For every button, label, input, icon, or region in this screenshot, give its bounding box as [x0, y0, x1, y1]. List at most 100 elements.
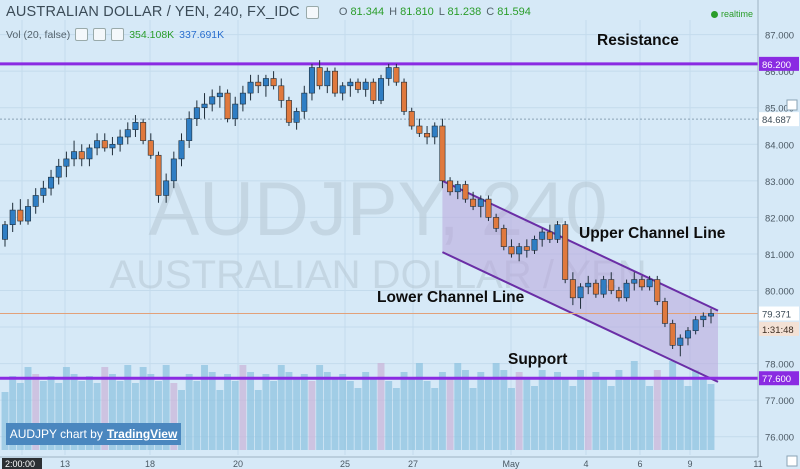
- credit-brand[interactable]: TradingView: [106, 427, 178, 441]
- candle: [393, 63, 400, 86]
- price-label-box: [759, 321, 799, 336]
- candle-body: [147, 140, 154, 156]
- volume-bar: [584, 377, 592, 450]
- volume-bar: [377, 363, 385, 450]
- candle: [516, 242, 523, 262]
- candle: [477, 195, 484, 218]
- candle-body: [239, 92, 246, 105]
- volume-bar: [270, 381, 278, 450]
- price-tick-label: 77.000: [765, 396, 794, 407]
- volume-bar: [32, 374, 40, 450]
- candle-body: [324, 70, 331, 87]
- candle: [585, 275, 592, 295]
- volume-settings-icon[interactable]: [93, 28, 107, 41]
- volume-bar: [300, 374, 308, 450]
- candle-body: [201, 103, 208, 109]
- candle: [470, 191, 477, 211]
- candle-body: [485, 198, 492, 218]
- volume-bar: [55, 383, 63, 450]
- candle: [193, 100, 200, 127]
- volume-bar: [262, 374, 270, 450]
- candle: [631, 272, 638, 291]
- candle-body: [539, 231, 546, 240]
- volume-bar: [239, 365, 247, 450]
- volume-bar: [607, 386, 615, 450]
- price-label-box: [759, 56, 799, 71]
- price-label-text: 86.200: [762, 60, 791, 71]
- candle: [562, 221, 569, 284]
- time-tick-label: 6: [637, 459, 642, 469]
- candle-body: [25, 206, 32, 222]
- price-tick-label: 83.000: [765, 177, 794, 188]
- candle-body: [140, 122, 147, 141]
- candle-body: [178, 140, 185, 160]
- volume-bar: [201, 365, 208, 450]
- volume-bar: [454, 363, 462, 450]
- candle: [370, 78, 377, 105]
- candle-body: [347, 81, 354, 87]
- candle-body: [546, 231, 553, 240]
- settings-box-icon[interactable]: [305, 5, 319, 19]
- volume-bar: [623, 377, 631, 450]
- realtime-status: realtime: [711, 9, 753, 19]
- candle-body: [132, 122, 139, 130]
- candle: [178, 133, 185, 167]
- candle: [140, 118, 147, 145]
- candle: [124, 122, 131, 145]
- volume-bar: [676, 379, 684, 450]
- candle-body: [378, 78, 385, 101]
- legend-row: AUSTRALIAN DOLLAR / YEN, 240, FX_IDC O 8…: [6, 4, 531, 20]
- volume-bar: [592, 372, 600, 450]
- volume-bar: [39, 381, 47, 450]
- channel-fill: [442, 180, 718, 382]
- candle: [170, 151, 177, 189]
- volume-bar: [477, 372, 485, 450]
- candle-body: [431, 125, 438, 138]
- candle: [569, 272, 576, 306]
- candle: [500, 224, 507, 251]
- volume-close-icon[interactable]: [111, 28, 125, 41]
- candle-body: [623, 282, 630, 299]
- candle: [224, 89, 231, 123]
- volume-bar: [78, 381, 86, 450]
- candle: [63, 151, 70, 178]
- candle: [708, 308, 714, 324]
- candle: [209, 89, 216, 112]
- candle: [546, 224, 553, 243]
- candle-body: [155, 154, 162, 196]
- volume-bar: [178, 390, 185, 450]
- candle-body: [470, 198, 477, 207]
- candle-body: [278, 85, 285, 101]
- volume-bar: [469, 388, 477, 450]
- volume-bar: [147, 374, 155, 450]
- candle: [55, 158, 62, 185]
- volume-bar: [638, 379, 646, 450]
- volume-bar: [208, 372, 216, 450]
- volume-visibility-icon[interactable]: [75, 28, 89, 41]
- lower-channel-label: Lower Channel Line: [377, 289, 525, 306]
- candle-body: [462, 184, 469, 200]
- volume-bar: [438, 372, 446, 450]
- tradingview-credit[interactable]: AUDJPY chart by TradingView: [6, 423, 181, 445]
- candle: [638, 275, 645, 291]
- time-tick-label: 4: [583, 459, 588, 469]
- volume-bar: [408, 379, 416, 450]
- candle: [684, 327, 691, 346]
- candle-body: [232, 103, 239, 119]
- candle-body: [109, 143, 116, 149]
- candle-body: [48, 176, 55, 189]
- candle: [554, 221, 561, 243]
- scale-toggle-icon: [786, 99, 798, 111]
- candle: [623, 279, 630, 302]
- candle: [94, 133, 101, 156]
- candle-body: [370, 81, 377, 101]
- candle: [600, 275, 607, 298]
- volume-bar: [277, 365, 285, 450]
- price-tick-label: 82.000: [765, 213, 794, 224]
- candle-body: [708, 313, 714, 317]
- candle-body: [124, 129, 131, 138]
- candle: [163, 173, 170, 203]
- volume-bar: [285, 372, 293, 450]
